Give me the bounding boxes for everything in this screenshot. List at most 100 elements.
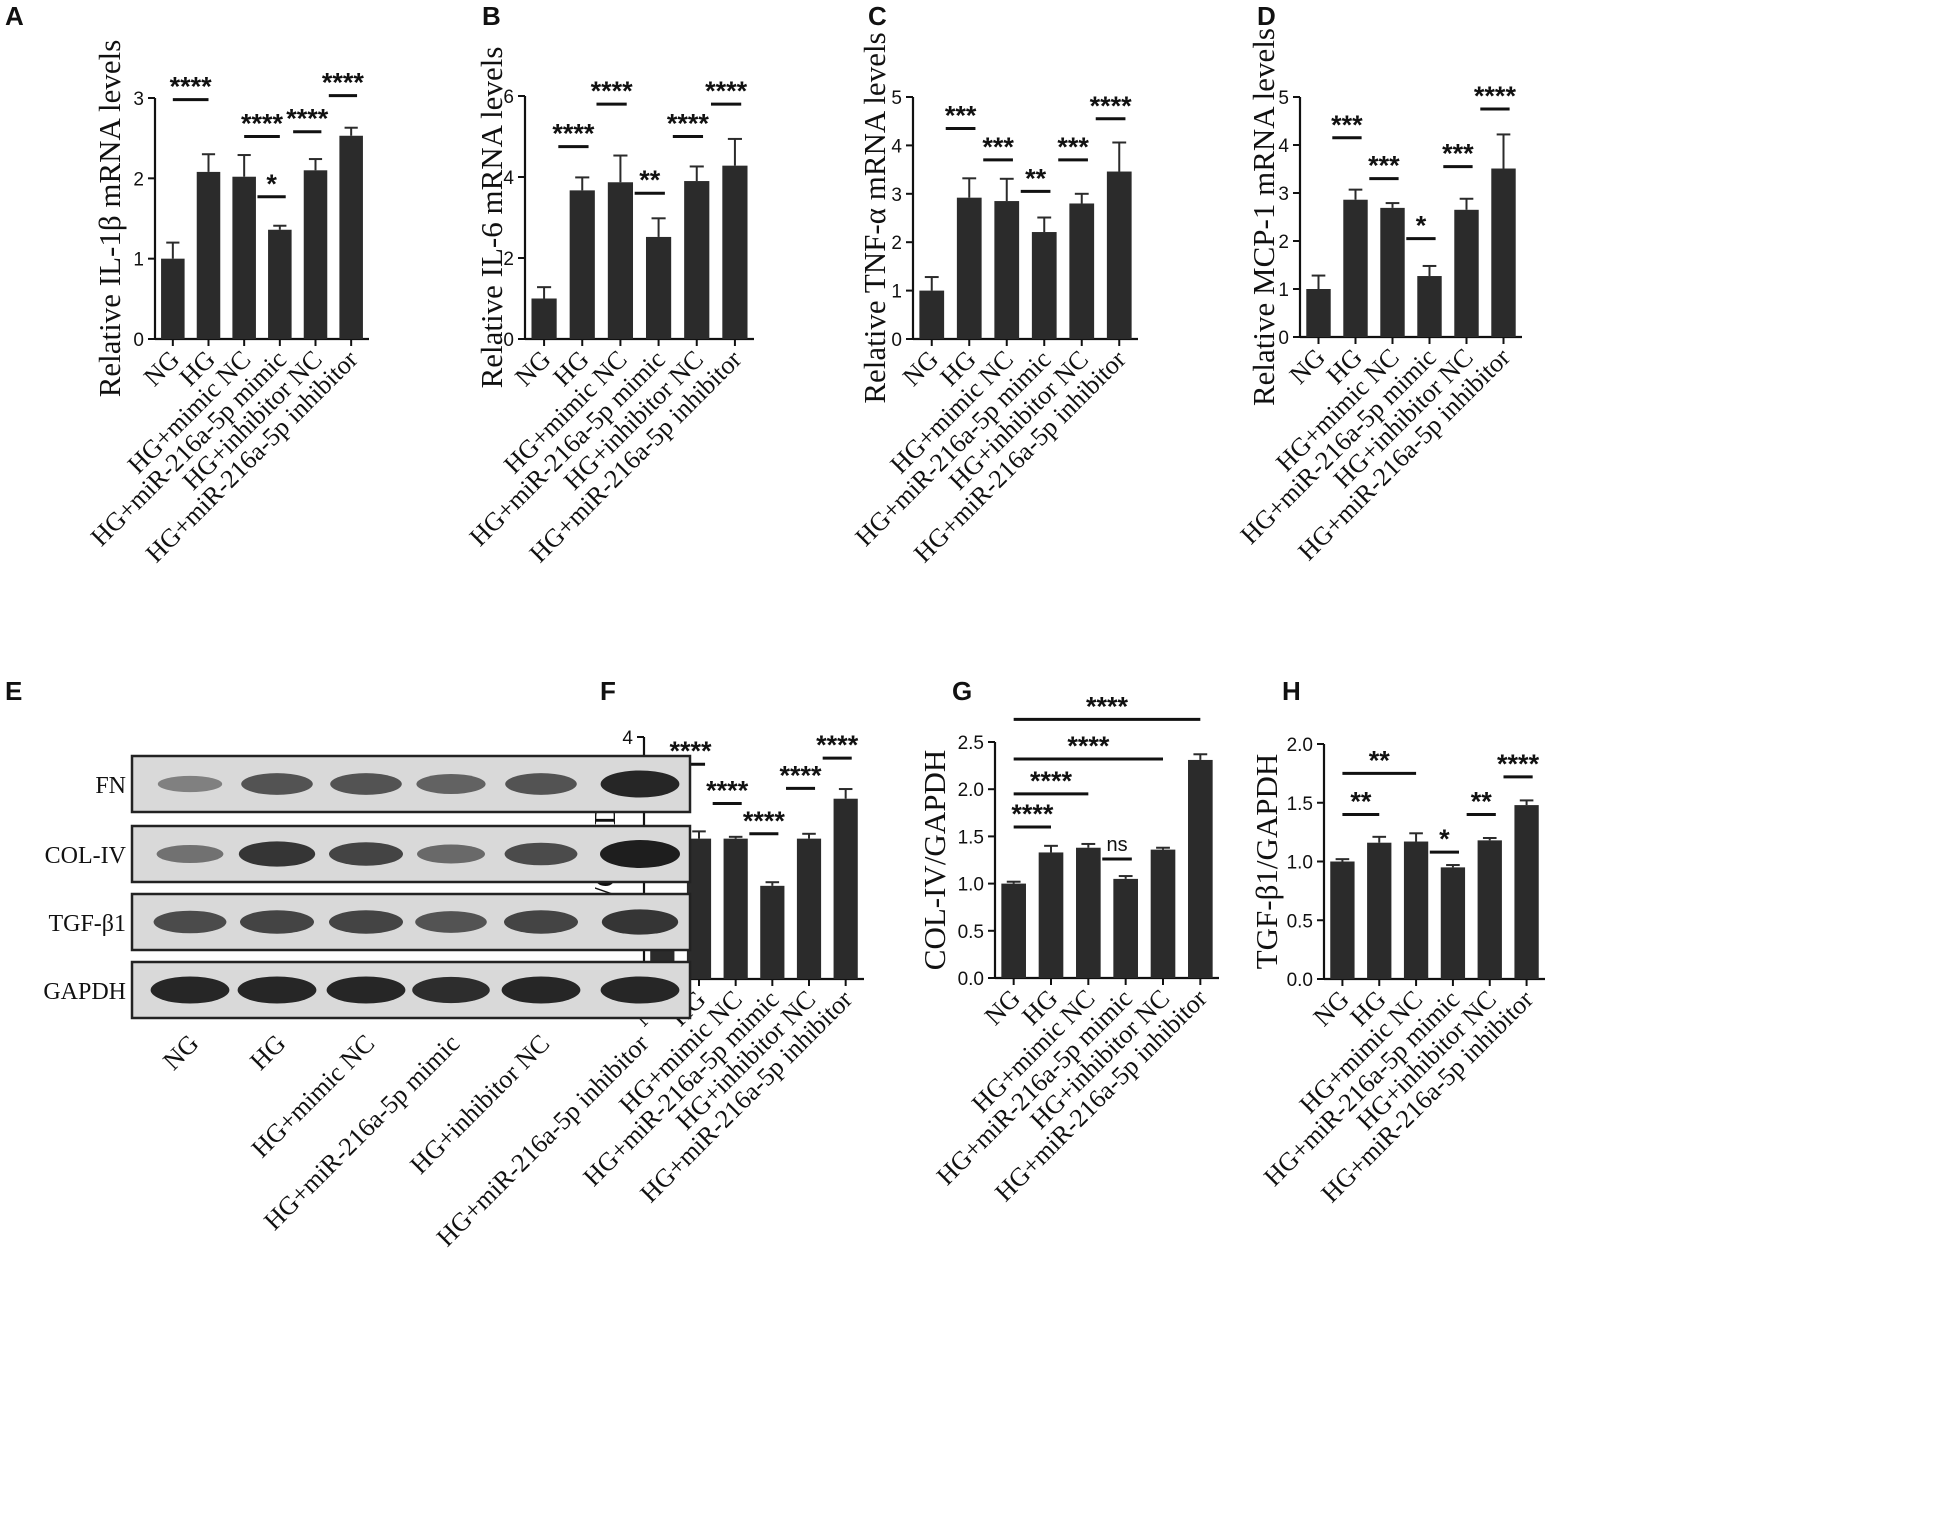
lane-label: NG <box>157 1029 204 1076</box>
blot-band <box>600 976 680 1004</box>
bar <box>1403 841 1429 979</box>
significance-label: **** <box>1497 749 1540 779</box>
significance-label: *** <box>1442 139 1474 169</box>
bar <box>723 838 748 979</box>
bar <box>796 838 822 979</box>
y-tick-label: 2.0 <box>958 780 984 801</box>
significance-label: ns <box>1106 834 1127 856</box>
significance-label: ** <box>1350 787 1372 817</box>
chart-panel-G: G0.00.51.01.52.02.5COL-IV/GAPDHNGHGHG+mi… <box>917 676 1219 1207</box>
blot-band <box>416 774 486 794</box>
significance-label: * <box>266 169 277 199</box>
blot-row-label: GAPDH <box>43 979 126 1005</box>
significance-label: *** <box>945 100 977 130</box>
significance-label: *** <box>1057 132 1089 162</box>
blot-band <box>501 976 581 1004</box>
bar <box>1454 209 1479 337</box>
significance-label: ** <box>1369 745 1391 775</box>
bar <box>994 201 1020 339</box>
bar <box>1367 842 1392 979</box>
blot-band <box>240 910 314 934</box>
significance-label: **** <box>705 76 748 106</box>
y-axis-label: COL-IV/GAPDH <box>917 750 952 970</box>
bar <box>1076 847 1101 978</box>
y-tick-label: 0 <box>1278 328 1289 349</box>
panel-label: G <box>952 676 972 706</box>
bar <box>1306 289 1331 337</box>
y-tick-label: 0.0 <box>958 969 984 990</box>
blot-band <box>415 911 487 933</box>
bar <box>1343 199 1368 337</box>
bar <box>607 182 634 339</box>
y-axis-label: TGF-β1/GAPDH <box>1249 754 1284 970</box>
y-tick-label: 0.5 <box>1287 911 1313 932</box>
y-tick-label: 5 <box>891 88 902 109</box>
significance-label: ** <box>1025 163 1047 193</box>
significance-label: **** <box>706 776 749 806</box>
y-tick-label: 0 <box>891 330 902 351</box>
blot-band <box>156 844 224 864</box>
significance-label: **** <box>743 806 786 836</box>
y-tick-label: 3 <box>133 89 144 110</box>
panel-label: D <box>1257 1 1276 31</box>
bar <box>161 258 185 339</box>
blot-band <box>600 840 680 868</box>
significance-label: ** <box>639 165 661 195</box>
blot-row-label: COL-IV <box>45 843 127 869</box>
y-tick-label: 0 <box>503 330 514 351</box>
significance-label: *** <box>1331 110 1363 140</box>
y-tick-label: 3 <box>1278 184 1289 205</box>
blot-band <box>237 976 317 1004</box>
bar <box>1038 852 1064 978</box>
blot-band <box>412 976 490 1004</box>
y-tick-label: 0.0 <box>1287 970 1313 991</box>
bar <box>1417 276 1442 337</box>
panel-label: A <box>5 1 24 31</box>
blot-band <box>417 844 485 864</box>
blot-strip <box>130 754 692 814</box>
significance-label: **** <box>322 68 365 98</box>
blot-band <box>504 910 578 934</box>
bar <box>1001 883 1026 978</box>
bar <box>232 176 256 339</box>
blot-band <box>505 773 577 795</box>
panel-label: B <box>482 1 501 31</box>
bar <box>1514 805 1539 979</box>
blot-row-label: TGF-β1 <box>48 911 126 937</box>
blot-band <box>330 773 402 795</box>
significance-label: *** <box>982 132 1014 162</box>
y-tick-label: 4 <box>891 136 902 157</box>
bar <box>1113 878 1138 978</box>
y-tick-label: 2 <box>133 169 144 190</box>
y-axis-label: Relative IL-6 mRNA levels <box>474 47 509 389</box>
significance-label: **** <box>667 109 710 139</box>
bar <box>956 197 982 339</box>
significance-label: **** <box>1030 766 1073 796</box>
significance-label: **** <box>552 119 595 149</box>
bar <box>1069 203 1095 339</box>
blot-band <box>329 910 403 934</box>
bar <box>919 290 945 339</box>
significance-label: **** <box>241 109 284 139</box>
y-tick-label: 6 <box>503 87 514 108</box>
blot-band <box>329 842 403 866</box>
significance-label: * <box>1439 824 1450 854</box>
y-tick-label: 4 <box>503 168 514 189</box>
bar <box>1330 861 1355 979</box>
y-tick-label: 4 <box>622 728 633 749</box>
blot-band <box>241 773 313 795</box>
blot-band <box>238 841 316 867</box>
panel-label: C <box>868 1 887 31</box>
significance-label: **** <box>1067 731 1110 761</box>
significance-label: **** <box>1086 691 1129 721</box>
y-tick-label: 4 <box>1278 136 1289 157</box>
significance-label: *** <box>1368 151 1400 181</box>
y-tick-label: 1 <box>1278 280 1289 301</box>
y-tick-label: 2.0 <box>1287 735 1313 756</box>
y-axis-label: Relative TNF-α mRNA levels <box>857 32 892 403</box>
y-tick-label: 3 <box>891 185 902 206</box>
blot-strip <box>130 824 692 884</box>
